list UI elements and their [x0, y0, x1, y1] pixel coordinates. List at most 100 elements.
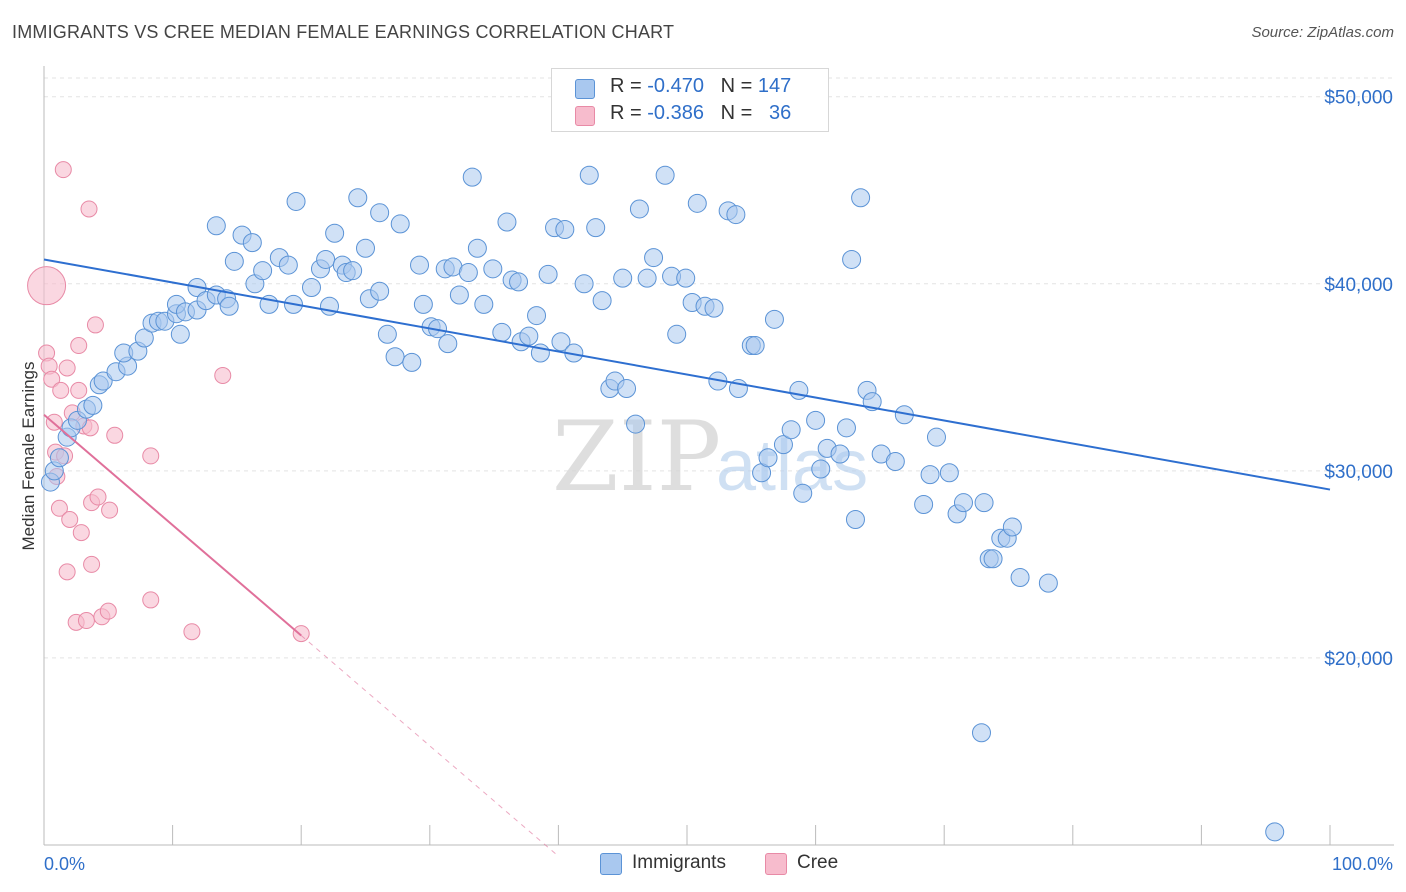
cree-point [83, 555, 101, 573]
x-tick-label-max: 100.0% [1332, 854, 1393, 874]
immigrants-point [667, 324, 687, 344]
grid-lines [44, 77, 1394, 659]
immigrants-point [845, 509, 865, 529]
immigrants-point [836, 418, 856, 438]
immigrants-trend-line [43, 258, 1331, 491]
y-axis-label: Median Female Earnings [19, 362, 38, 551]
cree-point [54, 161, 72, 179]
immigrants-point [410, 255, 430, 275]
immigrants-point [519, 326, 539, 346]
immigrants-point [527, 306, 547, 326]
immigrants-point [301, 278, 321, 298]
immigrants-point [206, 216, 226, 236]
cree-point [27, 266, 67, 306]
immigrants-point [377, 324, 397, 344]
immigrants-point [497, 212, 517, 232]
immigrants-point [1265, 822, 1285, 842]
cree-point [50, 499, 68, 517]
immigrants-points [40, 165, 1285, 842]
r-value: -0.386 [647, 102, 704, 124]
immigrants-point [773, 435, 793, 455]
cree-legend-label: Cree [797, 852, 839, 873]
immigrants-point [626, 414, 646, 434]
immigrants-point [971, 723, 991, 743]
immigrants-point [726, 205, 746, 225]
immigrants-point [939, 463, 959, 483]
cree-point [183, 623, 201, 641]
immigrants-point [586, 218, 606, 238]
stats-legend: R = -0.470 N = 147 R = -0.386 N = 36 [551, 68, 829, 132]
cree-point [142, 591, 160, 609]
r-label: R = [610, 75, 642, 97]
immigrants-point [644, 248, 664, 268]
immigrants-point [551, 332, 571, 352]
immigrants-point [974, 493, 994, 513]
immigrants-point [676, 268, 696, 288]
immigrants-legend-label: Immigrants [632, 852, 726, 873]
immigrants-point [492, 322, 512, 342]
immigrants-point [617, 379, 637, 399]
immigrants-point [555, 220, 575, 240]
immigrants-point [629, 199, 649, 219]
immigrants-point [370, 281, 390, 301]
immigrants-point [242, 233, 262, 253]
trend-lines [43, 258, 1331, 857]
cree-point [142, 447, 160, 465]
source-label: Source: ZipAtlas.com [1251, 24, 1394, 41]
immigrants-point [983, 549, 1003, 569]
chart-title: IMMIGRANTS VS CREE MEDIAN FEMALE EARNING… [12, 22, 675, 42]
immigrants-point [1010, 567, 1030, 587]
legend-immigrants-text: R = -0.470 N = 147 [610, 75, 791, 98]
immigrants-point [811, 459, 831, 479]
watermark-atlas: atlas [716, 426, 868, 506]
cree-legend-swatch [765, 853, 787, 875]
legend-cree-text: R = -0.386 N = 36 [610, 102, 791, 125]
immigrants-point [462, 167, 482, 187]
x-tick-label-min: 0.0% [44, 854, 85, 874]
cree-point [70, 337, 88, 355]
immigrants-point [793, 483, 813, 503]
n-label: N = [720, 75, 753, 97]
immigrants-point [592, 291, 612, 311]
immigrants-point [885, 452, 905, 471]
immigrants-point [474, 294, 494, 314]
cree-trend-line [43, 413, 302, 637]
immigrants-point [385, 347, 405, 367]
immigrants-point [764, 309, 784, 329]
immigrants-point [613, 268, 633, 288]
cree-point [58, 563, 76, 581]
cree-point [80, 200, 98, 218]
immigrants-point [758, 448, 778, 468]
immigrants-point [438, 334, 458, 354]
immigrants-swatch [575, 79, 595, 99]
immigrants-point [93, 371, 113, 391]
r-label: R = [610, 102, 642, 124]
y-tick-labels: $20,000 $30,000 $40,000 $50,000 [1324, 88, 1393, 670]
cree-point [214, 366, 232, 384]
cree-point [86, 316, 104, 334]
cree-point [70, 381, 88, 399]
immigrants-point [325, 223, 345, 243]
immigrants-point [926, 427, 946, 447]
y-tick-label: $30,000 [1324, 462, 1393, 483]
cree-point [292, 625, 310, 643]
immigrants-point [449, 285, 469, 305]
immigrants-point [509, 272, 529, 292]
cree-point [72, 524, 90, 542]
cree-point [52, 381, 70, 399]
cree-point [77, 612, 95, 630]
immigrants-point [134, 328, 154, 348]
immigrants-point [253, 261, 273, 281]
cree-point [101, 501, 119, 519]
y-tick-label: $50,000 [1324, 88, 1393, 109]
n-value: 147 [757, 75, 792, 97]
immigrants-point [390, 214, 410, 234]
immigrants-point [781, 420, 801, 440]
immigrants-point [356, 238, 375, 258]
cree-point [89, 488, 107, 506]
cree-points [27, 161, 310, 643]
immigrants-point [278, 255, 298, 275]
immigrants-point [467, 238, 487, 258]
immigrants-point [49, 448, 69, 468]
